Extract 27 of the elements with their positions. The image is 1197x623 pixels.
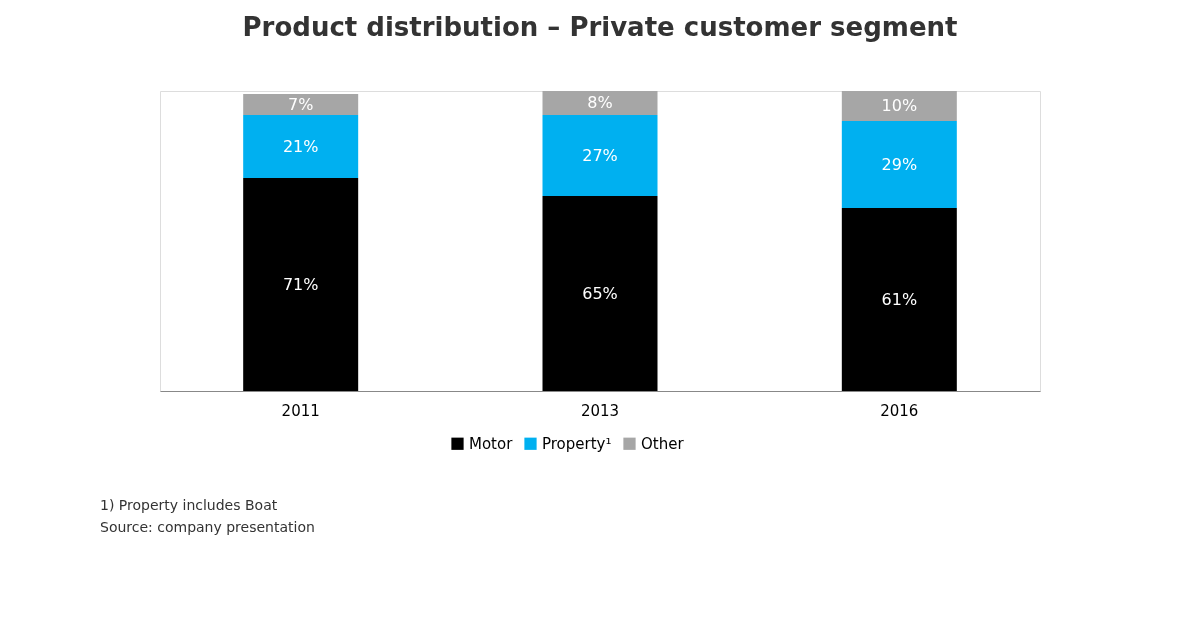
- data-label: 61%: [881, 289, 918, 309]
- bar: [243, 94, 359, 115]
- bar: [243, 115, 359, 178]
- legend-label: Motor: [469, 434, 514, 453]
- bar: [243, 178, 359, 391]
- data-label: 21%: [282, 136, 319, 156]
- text: 1) Property includes Boat: [100, 497, 278, 513]
- bar: [841, 208, 957, 391]
- data-label: 27%: [582, 145, 618, 165]
- bar: [841, 91, 957, 121]
- x-tick-label: 2016: [880, 401, 919, 420]
- data-label: 10%: [881, 96, 918, 115]
- x-tick-label: 2013: [580, 401, 620, 420]
- data-label: 8%: [587, 93, 613, 112]
- legend-label: Property¹: [542, 434, 612, 453]
- data-label: 65%: [582, 283, 618, 303]
- source-note: Source: company presentation: [100, 519, 315, 535]
- data-label: 29%: [881, 154, 918, 174]
- chart-title: Product distribution – Private customer segment: [242, 12, 958, 42]
- bar: [542, 196, 658, 391]
- data-label: 71%: [282, 274, 319, 294]
- x-tick-label: 2011: [281, 401, 320, 420]
- bar: [542, 115, 658, 196]
- legend-label: Other: [641, 434, 685, 453]
- data-label: 7%: [287, 94, 314, 114]
- bar: [841, 121, 957, 208]
- bar: [542, 91, 658, 115]
